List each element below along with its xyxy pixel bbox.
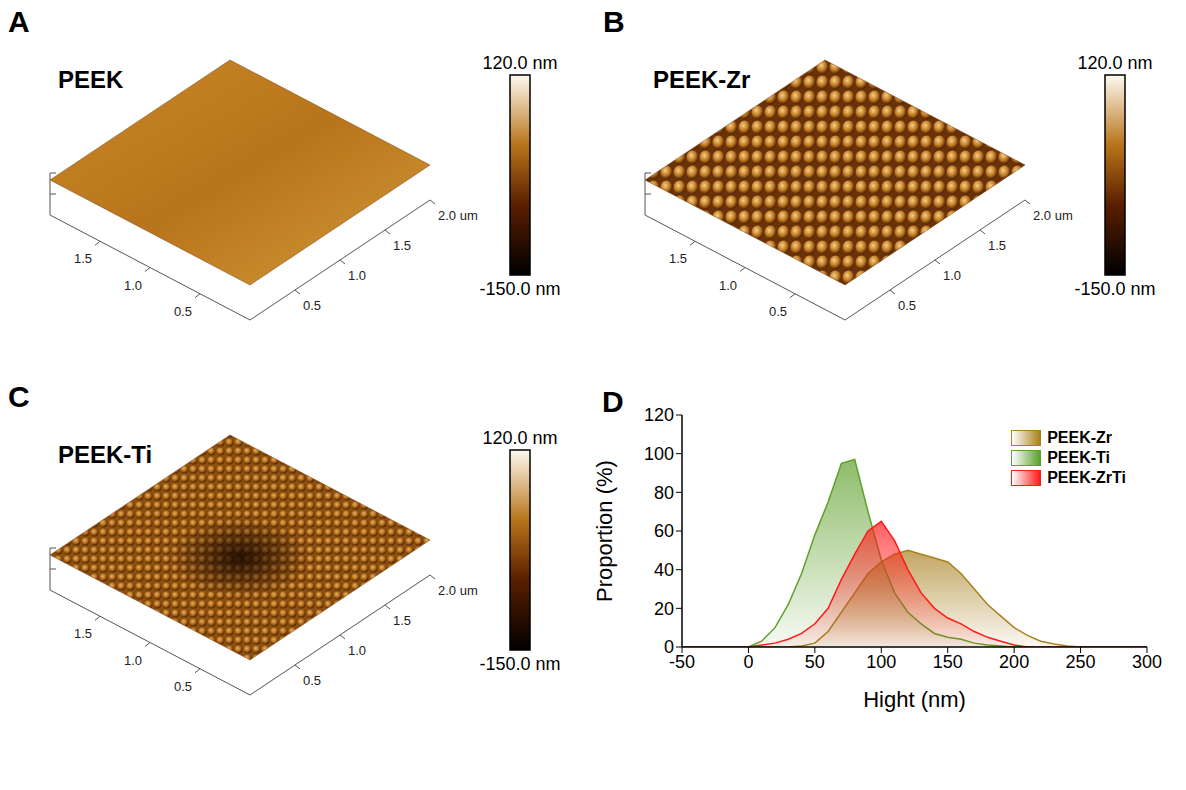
svg-text:PEEK-Ti: PEEK-Ti bbox=[58, 441, 152, 468]
svg-text:0.5: 0.5 bbox=[174, 304, 192, 319]
svg-text:Proportion (%): Proportion (%) bbox=[592, 460, 617, 602]
svg-text:120.0 nm: 120.0 nm bbox=[482, 428, 557, 448]
svg-text:C: C bbox=[8, 380, 30, 413]
svg-text:1.0: 1.0 bbox=[719, 278, 737, 293]
svg-text:60: 60 bbox=[654, 521, 674, 541]
svg-text:0: 0 bbox=[743, 652, 753, 672]
svg-text:1.5: 1.5 bbox=[74, 251, 92, 266]
svg-text:150: 150 bbox=[933, 652, 963, 672]
svg-text:1.5: 1.5 bbox=[393, 238, 411, 253]
html-text:PEEK-Zr: PEEK-Zr bbox=[1047, 429, 1113, 446]
html-text:D: D bbox=[602, 385, 624, 418]
svg-text:100: 100 bbox=[644, 444, 674, 464]
svg-text:0.5: 0.5 bbox=[303, 673, 321, 688]
svg-text:A: A bbox=[8, 5, 30, 38]
svg-text:0.5: 0.5 bbox=[769, 304, 787, 319]
svg-text:1.0: 1.0 bbox=[124, 278, 142, 293]
svg-text:1.0: 1.0 bbox=[348, 643, 366, 658]
svg-text:-150.0 nm: -150.0 nm bbox=[479, 654, 560, 674]
svg-text:PEEK: PEEK bbox=[58, 66, 124, 93]
svg-text:1.5: 1.5 bbox=[393, 613, 411, 628]
html-text:PEEK-Ti: PEEK-Ti bbox=[1047, 449, 1110, 466]
svg-text:1.5: 1.5 bbox=[74, 626, 92, 641]
svg-text:2.0 um: 2.0 um bbox=[438, 583, 478, 598]
svg-text:0.5: 0.5 bbox=[303, 298, 321, 313]
svg-text:1.0: 1.0 bbox=[348, 268, 366, 283]
svg-text:0: 0 bbox=[664, 637, 674, 657]
svg-text:1.5: 1.5 bbox=[669, 251, 687, 266]
svg-text:-150.0 nm: -150.0 nm bbox=[479, 279, 560, 299]
svg-text:120.0 nm: 120.0 nm bbox=[482, 53, 557, 73]
svg-text:PEEK-Zr: PEEK-Zr bbox=[653, 66, 750, 93]
svg-text:2.0 um: 2.0 um bbox=[438, 208, 478, 223]
svg-text:50: 50 bbox=[805, 652, 825, 672]
svg-text:200: 200 bbox=[999, 652, 1029, 672]
svg-text:2.0 um: 2.0 um bbox=[1033, 208, 1073, 223]
svg-text:Hight (nm): Hight (nm) bbox=[863, 687, 966, 712]
svg-text:300: 300 bbox=[1132, 652, 1162, 672]
svg-text:1.0: 1.0 bbox=[124, 653, 142, 668]
svg-text:80: 80 bbox=[654, 483, 674, 503]
svg-text:-150.0 nm: -150.0 nm bbox=[1074, 279, 1155, 299]
svg-text:250: 250 bbox=[1066, 652, 1096, 672]
svg-text:0.5: 0.5 bbox=[174, 679, 192, 694]
svg-text:40: 40 bbox=[654, 560, 674, 580]
svg-text:120: 120 bbox=[644, 405, 674, 425]
svg-text:B: B bbox=[603, 5, 625, 38]
svg-text:1.0: 1.0 bbox=[943, 268, 961, 283]
svg-text:100: 100 bbox=[866, 652, 896, 672]
svg-text:0.5: 0.5 bbox=[898, 298, 916, 313]
html-text:PEEK-ZrTi: PEEK-ZrTi bbox=[1047, 469, 1126, 486]
svg-text:120.0 nm: 120.0 nm bbox=[1077, 53, 1152, 73]
svg-text:20: 20 bbox=[654, 599, 674, 619]
svg-text:-50: -50 bbox=[669, 651, 695, 672]
svg-text:1.5: 1.5 bbox=[988, 238, 1006, 253]
